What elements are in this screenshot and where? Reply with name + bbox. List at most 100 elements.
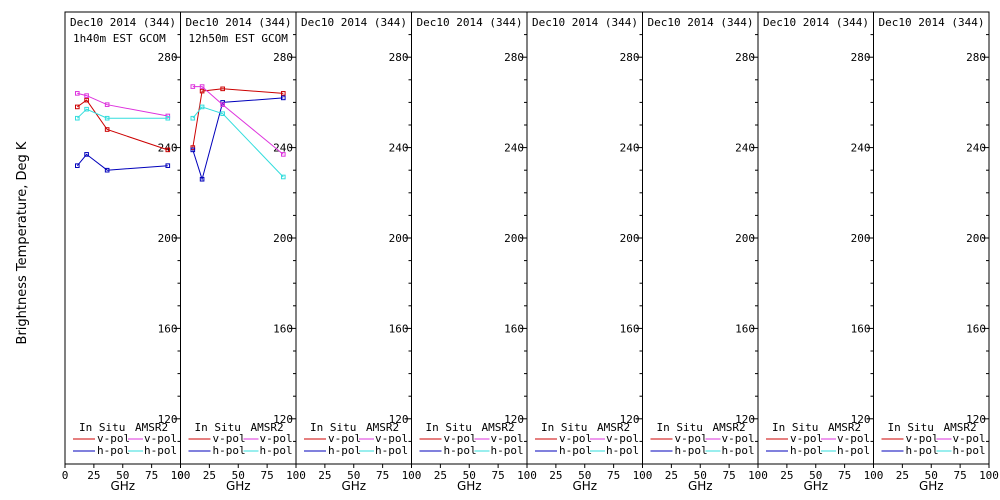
legend-in-situ-heading: In Situ xyxy=(79,421,125,434)
y-tick-label: 240 xyxy=(966,142,986,155)
y-tick-label: 160 xyxy=(620,322,640,335)
data-point-amsr2-v-pol xyxy=(199,84,205,89)
x-tick-label: 100 xyxy=(748,469,768,482)
data-point-amsr2-h-pol xyxy=(199,104,205,110)
y-tick-label: 160 xyxy=(158,322,178,335)
legend-amsr2-vpol-label: v-pol xyxy=(260,432,293,445)
y-tick-label: 200 xyxy=(389,232,409,245)
x-tick-label: 25 xyxy=(665,469,678,482)
y-tick-label: 280 xyxy=(389,51,409,64)
x-tick-label: 25 xyxy=(203,469,216,482)
legend-in-situ-heading: In Situ xyxy=(888,421,934,434)
legend-in-situ-vpol-label: v-pol xyxy=(328,432,361,445)
x-tick-label: 100 xyxy=(864,469,884,482)
x-axis-label: GHz xyxy=(457,479,482,493)
data-point-in-situ-h-pol xyxy=(280,95,286,101)
x-axis-label: GHz xyxy=(803,479,828,493)
x-tick-label: 25 xyxy=(318,469,331,482)
x-tick-label: 100 xyxy=(286,469,306,482)
legend-amsr2-heading: AMSR2 xyxy=(597,421,630,434)
data-point-amsr2-v-pol xyxy=(84,93,89,98)
y-tick-label: 120 xyxy=(735,413,755,426)
data-point-in-situ-h-pol xyxy=(75,163,80,168)
data-point-amsr2-v-pol xyxy=(104,102,110,107)
panel-5: 120 160 200 240 280 25 50 75 100 GHz Dec10 2014 (3… xyxy=(526,11,652,493)
data-point-in-situ-v-pol xyxy=(84,97,89,103)
legend-amsr2-vpol-label: v-pol xyxy=(953,432,986,445)
y-tick-label: 240 xyxy=(504,142,524,155)
x-tick-label: 75 xyxy=(838,469,851,482)
y-tick-label: 120 xyxy=(966,413,986,426)
data-point-amsr2-h-pol xyxy=(84,106,89,112)
panel-subtitle: 1h40m EST GCOM xyxy=(73,32,166,45)
y-tick-label: 160 xyxy=(735,322,755,335)
legend-in-situ-hpol-label: h-pol xyxy=(790,444,823,457)
panel-6: 120 160 200 240 280 25 50 75 100 GHz Dec10 2014 (3… xyxy=(642,11,768,493)
x-tick-label: 25 xyxy=(434,469,447,482)
data-point-amsr2-h-pol xyxy=(220,111,225,117)
y-tick-label: 280 xyxy=(966,51,986,64)
y-tick-label: 120 xyxy=(158,413,178,426)
y-tick-label: 120 xyxy=(504,413,524,426)
data-point-in-situ-v-pol xyxy=(75,104,80,110)
y-tick-label: 120 xyxy=(620,413,640,426)
legend-in-situ-heading: In Situ xyxy=(195,421,241,434)
legend-amsr2-vpol-label: v-pol xyxy=(837,432,870,445)
legend-in-situ-heading: In Situ xyxy=(310,421,356,434)
data-point-in-situ-h-pol xyxy=(84,152,89,157)
y-tick-label: 280 xyxy=(851,51,871,64)
y-tick-label: 200 xyxy=(158,232,178,245)
panel-title: Dec10 2014 (344) xyxy=(879,16,985,29)
panel-title: Dec10 2014 (344) xyxy=(648,16,754,29)
panel-4: 120 160 200 240 280 25 50 75 100 GHz Dec10 2014 (3… xyxy=(411,11,537,493)
legend-in-situ-heading: In Situ xyxy=(541,421,587,434)
x-axis-label: GHz xyxy=(341,479,366,493)
y-tick-label: 160 xyxy=(273,322,293,335)
y-axis-label: Brightness Temperature, Deg K xyxy=(15,141,30,344)
legend-amsr2-hpol-label: h-pol xyxy=(722,444,755,457)
x-axis-label: GHz xyxy=(110,479,135,493)
panel-7: 120 160 200 240 280 25 50 75 100 GHz Dec10 2014 (3… xyxy=(757,11,884,493)
y-tick-label: 240 xyxy=(273,142,293,155)
legend-amsr2-heading: AMSR2 xyxy=(135,421,168,434)
legend-in-situ-hpol-label: h-pol xyxy=(675,444,708,457)
y-tick-label: 280 xyxy=(273,51,293,64)
legend-amsr2-vpol-label: v-pol xyxy=(491,432,524,445)
data-point-in-situ-v-pol xyxy=(220,86,225,92)
legend-in-situ-hpol-label: h-pol xyxy=(559,444,592,457)
y-tick-label: 160 xyxy=(389,322,409,335)
x-tick-label: 75 xyxy=(261,469,274,482)
y-tick-label: 160 xyxy=(851,322,871,335)
legend-amsr2-heading: AMSR2 xyxy=(251,421,284,434)
series-line-in-situ-h-pol xyxy=(76,153,168,171)
panel-subtitle: 12h50m EST GCOM xyxy=(189,32,289,45)
y-tick-label: 280 xyxy=(158,51,178,64)
y-tick-label: 240 xyxy=(735,142,755,155)
x-axis-label: GHz xyxy=(919,479,944,493)
x-tick-label: 50 xyxy=(925,469,938,482)
x-tick-label: 50 xyxy=(116,469,129,482)
legend-amsr2-vpol-label: v-pol xyxy=(722,432,755,445)
data-point-in-situ-h-pol xyxy=(199,176,205,182)
legend-in-situ-heading: In Situ xyxy=(657,421,703,434)
x-tick-label: 50 xyxy=(809,469,822,482)
series-line-amsr2-v-pol xyxy=(192,86,284,155)
panel-3: 120 160 200 240 280 25 50 75 100 GHz Dec10 2014 (3… xyxy=(295,11,421,493)
series-line-in-situ-v-pol xyxy=(192,88,284,148)
panel-title: Dec10 2014 (344) xyxy=(301,16,407,29)
y-tick-label: 120 xyxy=(389,413,409,426)
y-tick-label: 280 xyxy=(735,51,755,64)
legend-in-situ-hpol-label: h-pol xyxy=(213,444,246,457)
y-tick-label: 120 xyxy=(273,413,293,426)
data-point-amsr2-v-pol xyxy=(75,91,80,96)
x-tick-label: 75 xyxy=(723,469,736,482)
data-point-amsr2-v-pol xyxy=(220,102,225,107)
x-tick-label: 50 xyxy=(463,469,476,482)
x-tick-label: 0 xyxy=(177,469,184,482)
legend-amsr2-heading: AMSR2 xyxy=(366,421,399,434)
legend-amsr2-hpol-label: h-pol xyxy=(606,444,639,457)
data-point-in-situ-h-pol xyxy=(190,147,196,153)
data-point-in-situ-v-pol xyxy=(199,88,205,94)
y-tick-label: 200 xyxy=(735,232,755,245)
